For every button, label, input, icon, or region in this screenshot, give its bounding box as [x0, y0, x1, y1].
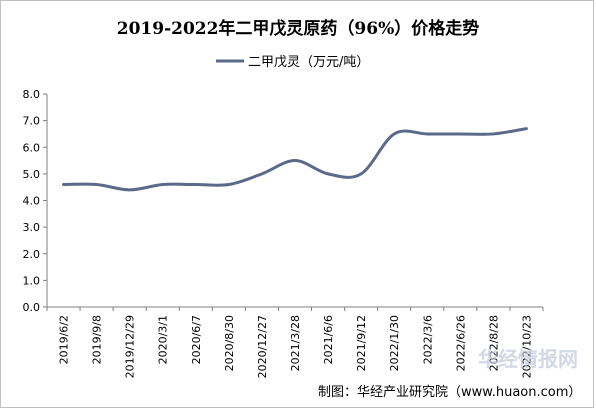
x-tick-label: 2021/6/6 [322, 315, 335, 364]
x-tick-label: 2019/6/2 [58, 315, 71, 364]
source-caption: 制图：华经产业研究院（www.huaon.com） [318, 385, 581, 400]
legend: 二甲戊灵（万元/吨） [216, 55, 369, 70]
y-tick-label: 2.0 [23, 248, 41, 261]
plot-area [62, 127, 528, 192]
x-tick-label: 2021/3/28 [289, 315, 302, 371]
x-tick-label: 2020/8/30 [223, 315, 236, 371]
legend-label: 二甲戊灵（万元/吨） [248, 55, 369, 70]
x-tick-label: 2020/3/1 [157, 315, 170, 364]
y-tick-label: 3.0 [23, 221, 41, 234]
x-tick-label: 2019/12/29 [124, 315, 137, 378]
y-tick-label: 8.0 [23, 88, 41, 101]
x-tick-label: 2022/8/28 [487, 315, 500, 371]
y-tick-label: 5.0 [23, 168, 41, 181]
chart-title: 2019-2022年二甲戊灵原药（96%）价格走势 [117, 18, 480, 39]
x-tick-label: 2020/12/27 [256, 315, 269, 378]
y-tick-label: 1.0 [23, 274, 41, 287]
x-tick-label: 2021/9/12 [355, 315, 368, 371]
x-axis: 2019/6/2 2019/9/8 2019/12/29 2020/3/1 2020/6… [46, 306, 544, 378]
series-line [62, 127, 528, 192]
y-tick-label: 6.0 [23, 141, 41, 154]
y-tick-label: 7.0 [23, 115, 41, 128]
x-tick-label: 2022/10/23 [520, 315, 533, 378]
y-axis: 0.0 1.0 2.0 3.0 4.0 5.0 6.0 7.0 8.0 [23, 88, 48, 314]
y-tick-label: 0.0 [23, 301, 41, 314]
x-tick-label: 2022/6/26 [454, 315, 467, 371]
x-tick-label: 2019/9/8 [91, 315, 104, 364]
watermark-text: 华经情报网 [478, 347, 578, 371]
x-tick-label: 2020/6/7 [190, 315, 203, 364]
x-tick-label: 2022/3/6 [421, 315, 434, 364]
y-tick-label: 4.0 [23, 195, 41, 208]
x-tick-label: 2022/1/30 [388, 315, 401, 371]
